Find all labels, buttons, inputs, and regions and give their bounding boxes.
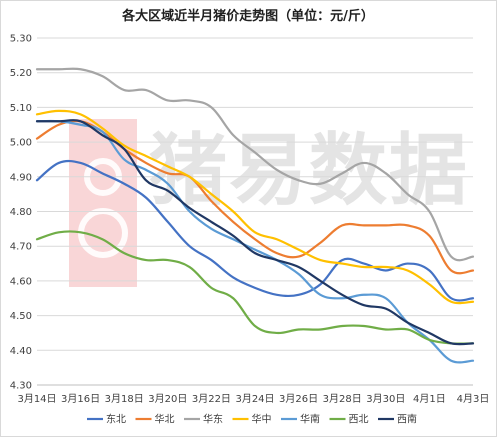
- x-tick-label: 3月26日: [279, 393, 318, 405]
- legend-label: 西南: [397, 413, 417, 426]
- watermark-logo: 猪 易 数 据: [69, 119, 467, 287]
- y-tick-label: 5.00: [10, 138, 32, 149]
- y-tick-label: 4.50: [10, 311, 32, 322]
- series-lines: [35, 67, 475, 364]
- y-tick-label: 4.90: [10, 172, 32, 183]
- x-tick-label: 3月30日: [366, 393, 405, 405]
- legend-label: 华东: [203, 413, 223, 426]
- x-tick-label: 3月18日: [105, 393, 144, 405]
- y-tick-label: 4.30: [10, 381, 32, 392]
- x-tick-label: 3月24日: [235, 393, 274, 405]
- series-line-3: [35, 67, 475, 262]
- watermark-glyph-2: 易: [229, 125, 307, 216]
- legend-label: 华南: [300, 413, 320, 426]
- series-line-4: [35, 109, 475, 305]
- chart-title: 各大区域近半月猪价走势图（单位：元/斤）: [121, 8, 374, 24]
- y-tick-label: 5.10: [10, 103, 32, 114]
- x-tick-label: 3月20日: [148, 393, 187, 405]
- y-tick-label: 4.70: [10, 242, 32, 253]
- x-tick-label: 4月3日: [457, 393, 490, 405]
- gridlines: [37, 37, 473, 386]
- y-tick-label: 4.40: [10, 346, 32, 357]
- legend-label: 西北: [349, 414, 369, 426]
- x-tick-label: 3月14日: [17, 393, 56, 405]
- y-axis: 4.30 4.40 4.50 4.60 4.70 4.80 4.90 5.00 5.10 5.20…: [10, 34, 32, 392]
- legend: 东北 华北 华东 华中 华南 西北 西南: [87, 413, 417, 426]
- y-tick-label: 4.80: [10, 207, 32, 218]
- y-tick-label: 5.30: [10, 34, 32, 45]
- series-line-7: [35, 119, 475, 346]
- y-tick-label: 4.60: [10, 276, 32, 287]
- series-line-2: [35, 119, 475, 275]
- legend-label: 东北: [106, 413, 126, 426]
- watermark-glyph-4: 据: [389, 125, 467, 216]
- x-tick-label: 4月1日: [413, 393, 446, 405]
- legend-label: 华中: [252, 413, 272, 426]
- x-tick-label: 3月28日: [323, 393, 362, 405]
- watermark-logo-tile: [69, 119, 137, 287]
- series-line-1: [35, 159, 475, 302]
- x-tick-label: 3月22日: [192, 393, 231, 405]
- y-tick-label: 5.20: [10, 68, 32, 79]
- x-tick-label: 3月16日: [61, 393, 100, 405]
- x-axis: 3月14日 3月16日 3月18日 3月20日 3月22日 3月24日 3月26日 3月28日…: [17, 384, 490, 405]
- series-line-6: [35, 230, 475, 345]
- legend-label: 华北: [155, 413, 175, 426]
